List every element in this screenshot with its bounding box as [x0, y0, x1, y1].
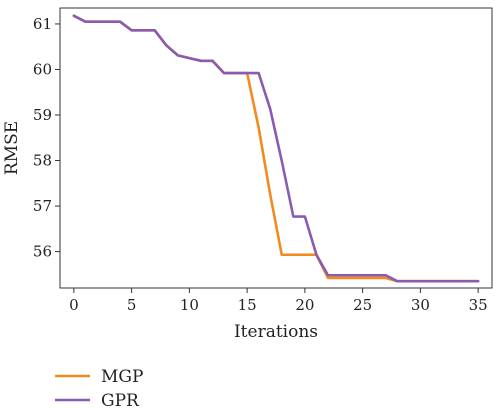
y-axis-ticks: 56 57 58 59 60 61: [33, 15, 60, 261]
series-line-mgp: [72, 14, 480, 283]
x-tick-label: 30: [411, 296, 430, 314]
legend: MGP GPR: [55, 367, 143, 411]
legend-label-gpr: GPR: [101, 391, 140, 411]
y-tick-label: 57: [33, 197, 52, 215]
y-tick-label: 61: [33, 15, 52, 33]
x-axis-ticks: 0 5 10 15 20 25 30 35: [69, 288, 488, 314]
x-tick-label: 15: [238, 296, 257, 314]
x-tick-label: 10: [180, 296, 199, 314]
x-tick-label: 5: [127, 296, 137, 314]
x-tick-label: 0: [69, 296, 79, 314]
x-tick-label: 35: [469, 296, 488, 314]
y-axis-label: RMSE: [2, 121, 22, 175]
series-line-gpr: [72, 14, 480, 283]
x-axis-label: Iterations: [234, 322, 318, 342]
plot-frame: [59, 7, 493, 289]
y-tick-label: 59: [33, 106, 52, 124]
x-tick-label: 20: [295, 296, 314, 314]
x-tick-label: 25: [353, 296, 372, 314]
legend-label-mgp: MGP: [101, 367, 143, 387]
y-tick-label: 56: [33, 243, 52, 261]
series-lines: [72, 14, 480, 283]
y-tick-label: 60: [33, 60, 52, 78]
y-tick-label: 58: [33, 152, 52, 170]
